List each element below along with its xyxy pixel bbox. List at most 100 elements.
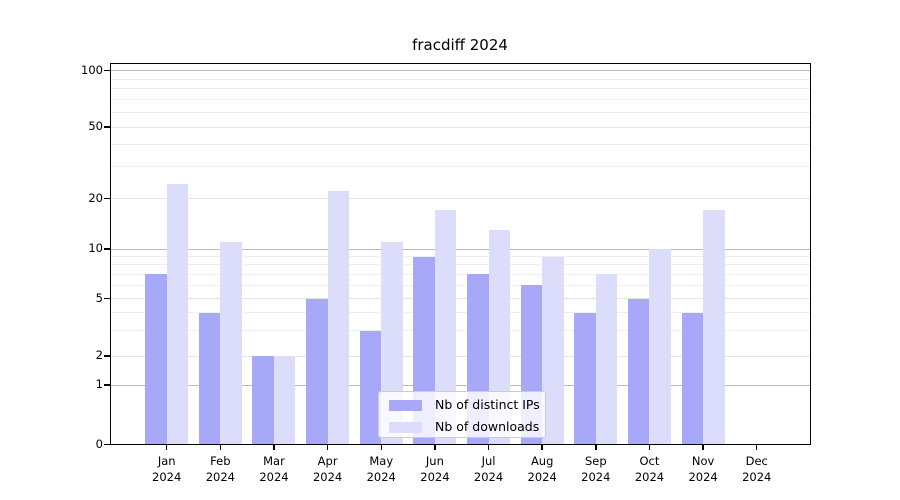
x-tick-label-jun: Jun 2024 <box>405 453 465 485</box>
minor-gridline <box>109 78 811 80</box>
gridline <box>109 298 811 299</box>
x-tick-year: 2024 <box>366 470 396 484</box>
bar-distinct-ips-apr <box>306 298 328 444</box>
gridline <box>109 198 811 199</box>
x-tick-month: Nov <box>691 454 715 468</box>
minor-gridline <box>109 312 811 313</box>
legend-label: Nb of downloads <box>435 419 540 434</box>
x-tick-year: 2024 <box>527 470 557 484</box>
x-tick-label-apr: Apr 2024 <box>298 453 358 485</box>
bar-distinct-ips-sep <box>574 312 596 444</box>
x-tick-year: 2024 <box>688 470 718 484</box>
bar-downloads-apr <box>327 191 350 444</box>
x-tick-mark <box>434 444 436 450</box>
bar-downloads-jun <box>434 210 457 444</box>
bar-distinct-ips-oct <box>627 298 650 444</box>
y-tick-mark <box>104 126 110 128</box>
bar-downloads-oct <box>649 249 671 444</box>
x-tick-mark <box>166 444 168 450</box>
x-tick-month: Jun <box>425 454 444 468</box>
bar-downloads-sep <box>595 274 618 444</box>
y-tick-mark <box>104 384 110 386</box>
minor-gridline <box>109 143 811 145</box>
x-tick-mark <box>648 444 651 450</box>
x-tick-month: Aug <box>530 454 554 468</box>
x-tick-month: Oct <box>639 454 660 468</box>
y-tick-mark <box>104 69 110 72</box>
y-tick-label-20: 20 <box>88 190 103 205</box>
y-tick-label-2: 2 <box>95 348 103 362</box>
minor-gridline <box>109 166 811 168</box>
y-tick-label-1: 1 <box>95 377 103 391</box>
x-tick-mark <box>326 444 329 450</box>
x-tick-label-sep: Sep 2024 <box>566 453 626 485</box>
x-tick-mark <box>541 444 543 450</box>
y-tick-mark <box>104 355 110 357</box>
bar-distinct-ips-nov <box>681 312 704 444</box>
minor-gridline <box>109 99 811 101</box>
bar-downloads-aug <box>542 256 564 444</box>
x-tick-label-may: May 2024 <box>351 453 411 485</box>
major-gridline <box>109 248 811 250</box>
x-tick-month: May <box>369 454 394 468</box>
x-tick-label-jan: Jan 2024 <box>137 453 197 485</box>
bar-distinct-ips-mar <box>252 356 274 444</box>
x-tick-year: 2024 <box>581 470 611 484</box>
x-tick-month: Feb <box>210 454 231 468</box>
minor-gridline <box>109 256 811 258</box>
x-tick-label-dec: Dec 2024 <box>727 453 787 485</box>
y-tick-mark <box>104 297 110 300</box>
x-tick-month: Mar <box>263 454 285 468</box>
x-tick-label-oct: Oct 2024 <box>619 453 679 485</box>
minor-gridline <box>109 111 811 113</box>
bar-downloads-mar <box>273 356 296 444</box>
x-tick-mark <box>756 444 758 450</box>
x-tick-month: Jul <box>481 454 496 468</box>
y-tick-label-100: 100 <box>81 62 103 77</box>
y-tick-mark <box>104 197 110 200</box>
bar-distinct-ips-feb <box>198 312 221 444</box>
minor-gridline <box>109 264 811 266</box>
major-gridline <box>109 70 811 71</box>
x-tick-month: Apr <box>317 454 338 468</box>
y-tick-label-5: 5 <box>95 290 103 305</box>
bar-downloads-jul <box>488 229 511 444</box>
x-tick-mark <box>380 444 382 450</box>
x-tick-label-aug: Aug 2024 <box>512 453 572 485</box>
minor-gridline <box>109 330 811 332</box>
bar-downloads-feb <box>220 242 242 444</box>
y-tick-mark <box>104 443 110 446</box>
legend-item-1: Nb of downloads <box>389 419 540 434</box>
gridline <box>109 126 811 128</box>
legend-swatch <box>389 422 422 433</box>
y-tick-label-50: 50 <box>88 119 103 133</box>
x-tick-mark <box>487 444 490 450</box>
y-tick-label-0: 0 <box>95 436 103 451</box>
x-tick-year: 2024 <box>420 470 450 484</box>
x-tick-month: Sep <box>584 454 607 468</box>
x-tick-mark <box>273 444 275 450</box>
legend: Nb of distinct IPs Nb of downloads <box>378 391 546 438</box>
x-tick-label-jul: Jul 2024 <box>459 453 519 485</box>
x-tick-year: 2024 <box>742 470 772 484</box>
x-tick-month: Dec <box>745 454 768 468</box>
x-tick-label-nov: Nov 2024 <box>673 453 733 485</box>
y-tick-label-10: 10 <box>88 241 103 255</box>
x-tick-year: 2024 <box>634 470 665 484</box>
x-tick-mark <box>595 444 597 450</box>
x-tick-year: 2024 <box>473 470 504 484</box>
bar-downloads-nov <box>703 210 725 444</box>
x-tick-label-feb: Feb 2024 <box>190 453 250 485</box>
x-tick-year: 2024 <box>152 470 182 484</box>
minor-gridline <box>109 284 811 286</box>
y-tick-mark <box>104 248 110 250</box>
gridline <box>109 355 811 357</box>
x-tick-year: 2024 <box>312 470 343 484</box>
x-tick-mark <box>702 444 704 450</box>
legend-item-0: Nb of distinct IPs <box>389 397 540 412</box>
chart-title: fracdiff 2024 <box>412 36 508 54</box>
x-tick-month: Jan <box>157 454 176 468</box>
x-tick-year: 2024 <box>205 470 235 484</box>
bar-distinct-ips-jan <box>145 274 167 444</box>
